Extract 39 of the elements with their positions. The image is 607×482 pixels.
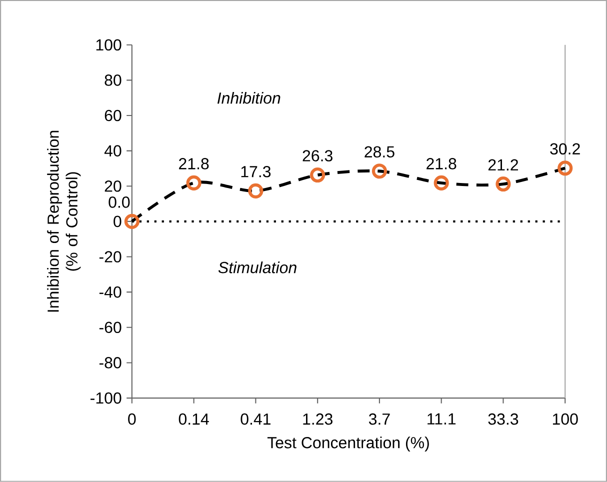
y-tick-label: -80: [99, 357, 122, 368]
annotation: Stimulation: [218, 262, 296, 274]
data-label: 21.8: [179, 158, 209, 170]
data-label: 30.2: [550, 143, 580, 155]
x-tick-label: 0: [128, 413, 136, 425]
y-tick-label: -20: [99, 251, 122, 262]
data-label: 17.3: [241, 166, 271, 178]
y-tick-label: -100: [90, 392, 122, 404]
y-tick-label: 0: [114, 216, 122, 228]
x-tick-label: 0.14: [178, 413, 209, 425]
point: [372, 164, 387, 179]
point: [434, 175, 449, 191]
point: [310, 168, 326, 183]
data-label: 0.0: [108, 196, 130, 208]
x-tick-label: 11.1: [428, 413, 456, 424]
point: [186, 175, 202, 191]
point: [248, 183, 264, 198]
data-label: 26.3: [302, 150, 332, 162]
data-label: 21.2: [488, 159, 518, 170]
point: [558, 160, 573, 176]
point: [496, 176, 511, 192]
x-tick-label: 1.23: [303, 413, 332, 425]
y-tick-label: -60: [99, 322, 122, 334]
y-tick-label: 100: [96, 39, 122, 51]
y-tick-label: 80: [104, 74, 122, 86]
x-tick-label: 3.7: [368, 413, 390, 425]
annotation: Inhibition: [217, 92, 280, 104]
y-tick-label: 20: [104, 180, 122, 192]
data-label: 21.8: [426, 158, 456, 170]
y-tick-label: 40: [104, 145, 122, 157]
point: [124, 214, 140, 230]
x-axis-title: Test Concentration (%): [267, 436, 429, 452]
y-tick-label: -40: [99, 286, 122, 298]
x-tick-label: 100: [552, 413, 578, 425]
y-axis-title: Inhibition of Reproduction (% of Control): [47, 130, 81, 312]
y-tick-label: 60: [104, 110, 122, 122]
x-tick-label: 0.41: [240, 413, 270, 425]
data-label: 28.5: [364, 146, 394, 158]
x-tick-label: 33.3: [488, 413, 518, 425]
